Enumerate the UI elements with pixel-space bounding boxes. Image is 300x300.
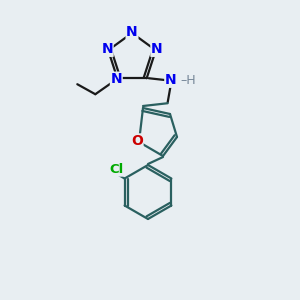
Text: N: N	[151, 42, 163, 56]
Text: Cl: Cl	[110, 163, 124, 176]
Text: –H: –H	[181, 74, 196, 87]
Text: N: N	[110, 72, 122, 86]
Text: N: N	[165, 73, 176, 87]
Text: N: N	[101, 42, 113, 56]
Text: O: O	[131, 134, 143, 148]
Text: N: N	[126, 25, 138, 39]
